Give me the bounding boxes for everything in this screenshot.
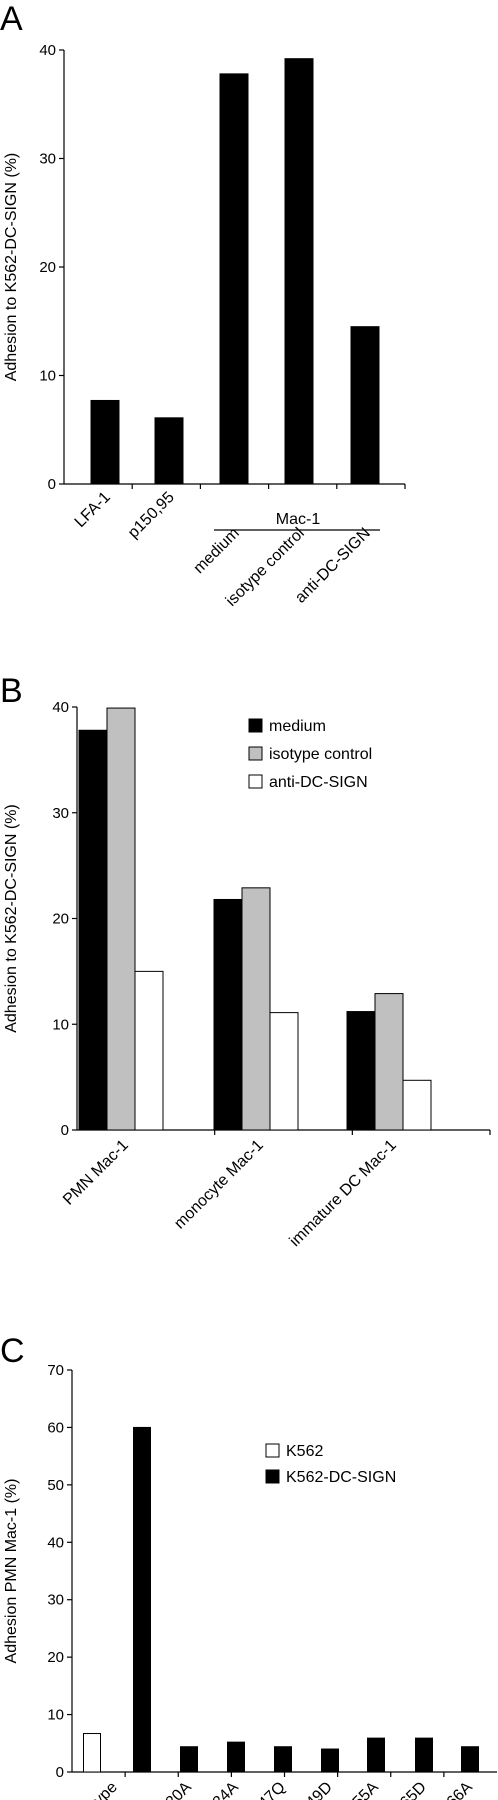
legend-swatch xyxy=(265,1469,280,1484)
y-tick-label: 40 xyxy=(47,1534,64,1551)
legend-label: K562 xyxy=(286,1443,323,1460)
legend-swatch xyxy=(248,774,263,789)
bar xyxy=(90,399,120,485)
bar xyxy=(274,1746,292,1773)
legend-label: K562-DC-SIGN xyxy=(286,1469,396,1486)
y-tick-label: 20 xyxy=(52,911,69,928)
category-label: immature DC Mac-1 xyxy=(287,1137,400,1250)
bar xyxy=(350,326,380,485)
category-label: E324A xyxy=(196,1779,242,1800)
y-tick-label: 20 xyxy=(47,1649,64,1666)
y-axis-title: Adhesion PMN Mac-1 (%) xyxy=(3,1479,20,1664)
panel-label-c: C xyxy=(0,1332,25,1370)
bar xyxy=(213,898,243,1131)
y-tick-label: 10 xyxy=(39,368,56,385)
y-tick-label: 40 xyxy=(52,699,69,716)
bar xyxy=(106,707,136,1131)
category-label: N349D xyxy=(289,1779,336,1800)
plot-area: 0 10 20 30 40 Adhesion to K562-DC-SIGN (%) LFA… xyxy=(3,42,497,1800)
y-tick-label: 50 xyxy=(47,1477,64,1494)
group-label: Mac-1 xyxy=(276,511,321,528)
category-label: E347Q xyxy=(242,1779,289,1800)
category-label: medium xyxy=(191,525,243,577)
y-tick-label: 30 xyxy=(47,1592,64,1609)
bar xyxy=(284,58,314,485)
bar xyxy=(321,1748,339,1773)
panel-label-b: B xyxy=(0,672,23,710)
bar xyxy=(367,1737,385,1773)
legend-swatch xyxy=(248,718,263,733)
bar xyxy=(402,1079,432,1131)
bar xyxy=(83,1733,101,1773)
y-tick-label: 20 xyxy=(39,259,56,276)
y-axis-title: Adhesion to K562-DC-SIGN (%) xyxy=(3,153,20,382)
category-label: D320A xyxy=(148,1779,195,1800)
bar xyxy=(346,1011,376,1131)
bar xyxy=(154,417,184,485)
bar xyxy=(374,993,404,1131)
bar xyxy=(415,1737,433,1773)
y-tick-label: 70 xyxy=(47,1362,64,1379)
category-label: monocyte Mac-1 xyxy=(171,1137,267,1233)
legend-label: anti-DC-SIGN xyxy=(269,774,368,791)
y-tick-label: 30 xyxy=(52,805,69,822)
legend-swatch xyxy=(265,1443,280,1458)
category-label: LFA-1 xyxy=(72,489,114,531)
category-label: N365D xyxy=(383,1779,430,1800)
bar xyxy=(227,1741,245,1773)
category-label: D366A xyxy=(429,1779,476,1800)
y-tick-label: 60 xyxy=(47,1419,64,1436)
category-label: p150,95 xyxy=(125,489,178,542)
bar xyxy=(269,1012,299,1131)
y-tick-label: 40 xyxy=(39,42,56,59)
panel-label-a: A xyxy=(0,0,23,38)
bar xyxy=(461,1746,479,1773)
bar xyxy=(78,729,108,1131)
y-tick-label: 0 xyxy=(48,476,56,493)
y-tick-label: 30 xyxy=(39,151,56,168)
bar xyxy=(134,970,164,1131)
bar xyxy=(180,1746,198,1773)
y-tick-label: 10 xyxy=(47,1707,64,1724)
category-label: wildtype xyxy=(67,1779,121,1800)
category-label: PMN Mac-1 xyxy=(60,1137,132,1209)
y-tick-label: 0 xyxy=(61,1122,69,1139)
y-axis-title: Adhesion to K562-DC-SIGN (%) xyxy=(3,804,20,1033)
bar xyxy=(241,887,271,1131)
y-tick-label: 0 xyxy=(56,1764,64,1781)
bar xyxy=(219,73,249,485)
y-tick-label: 10 xyxy=(52,1016,69,1033)
bar xyxy=(133,1426,151,1773)
legend-swatch xyxy=(248,746,263,761)
legend-label: medium xyxy=(269,718,326,735)
legend-label: isotype control xyxy=(269,746,372,763)
category-label: D355A xyxy=(335,1779,382,1800)
